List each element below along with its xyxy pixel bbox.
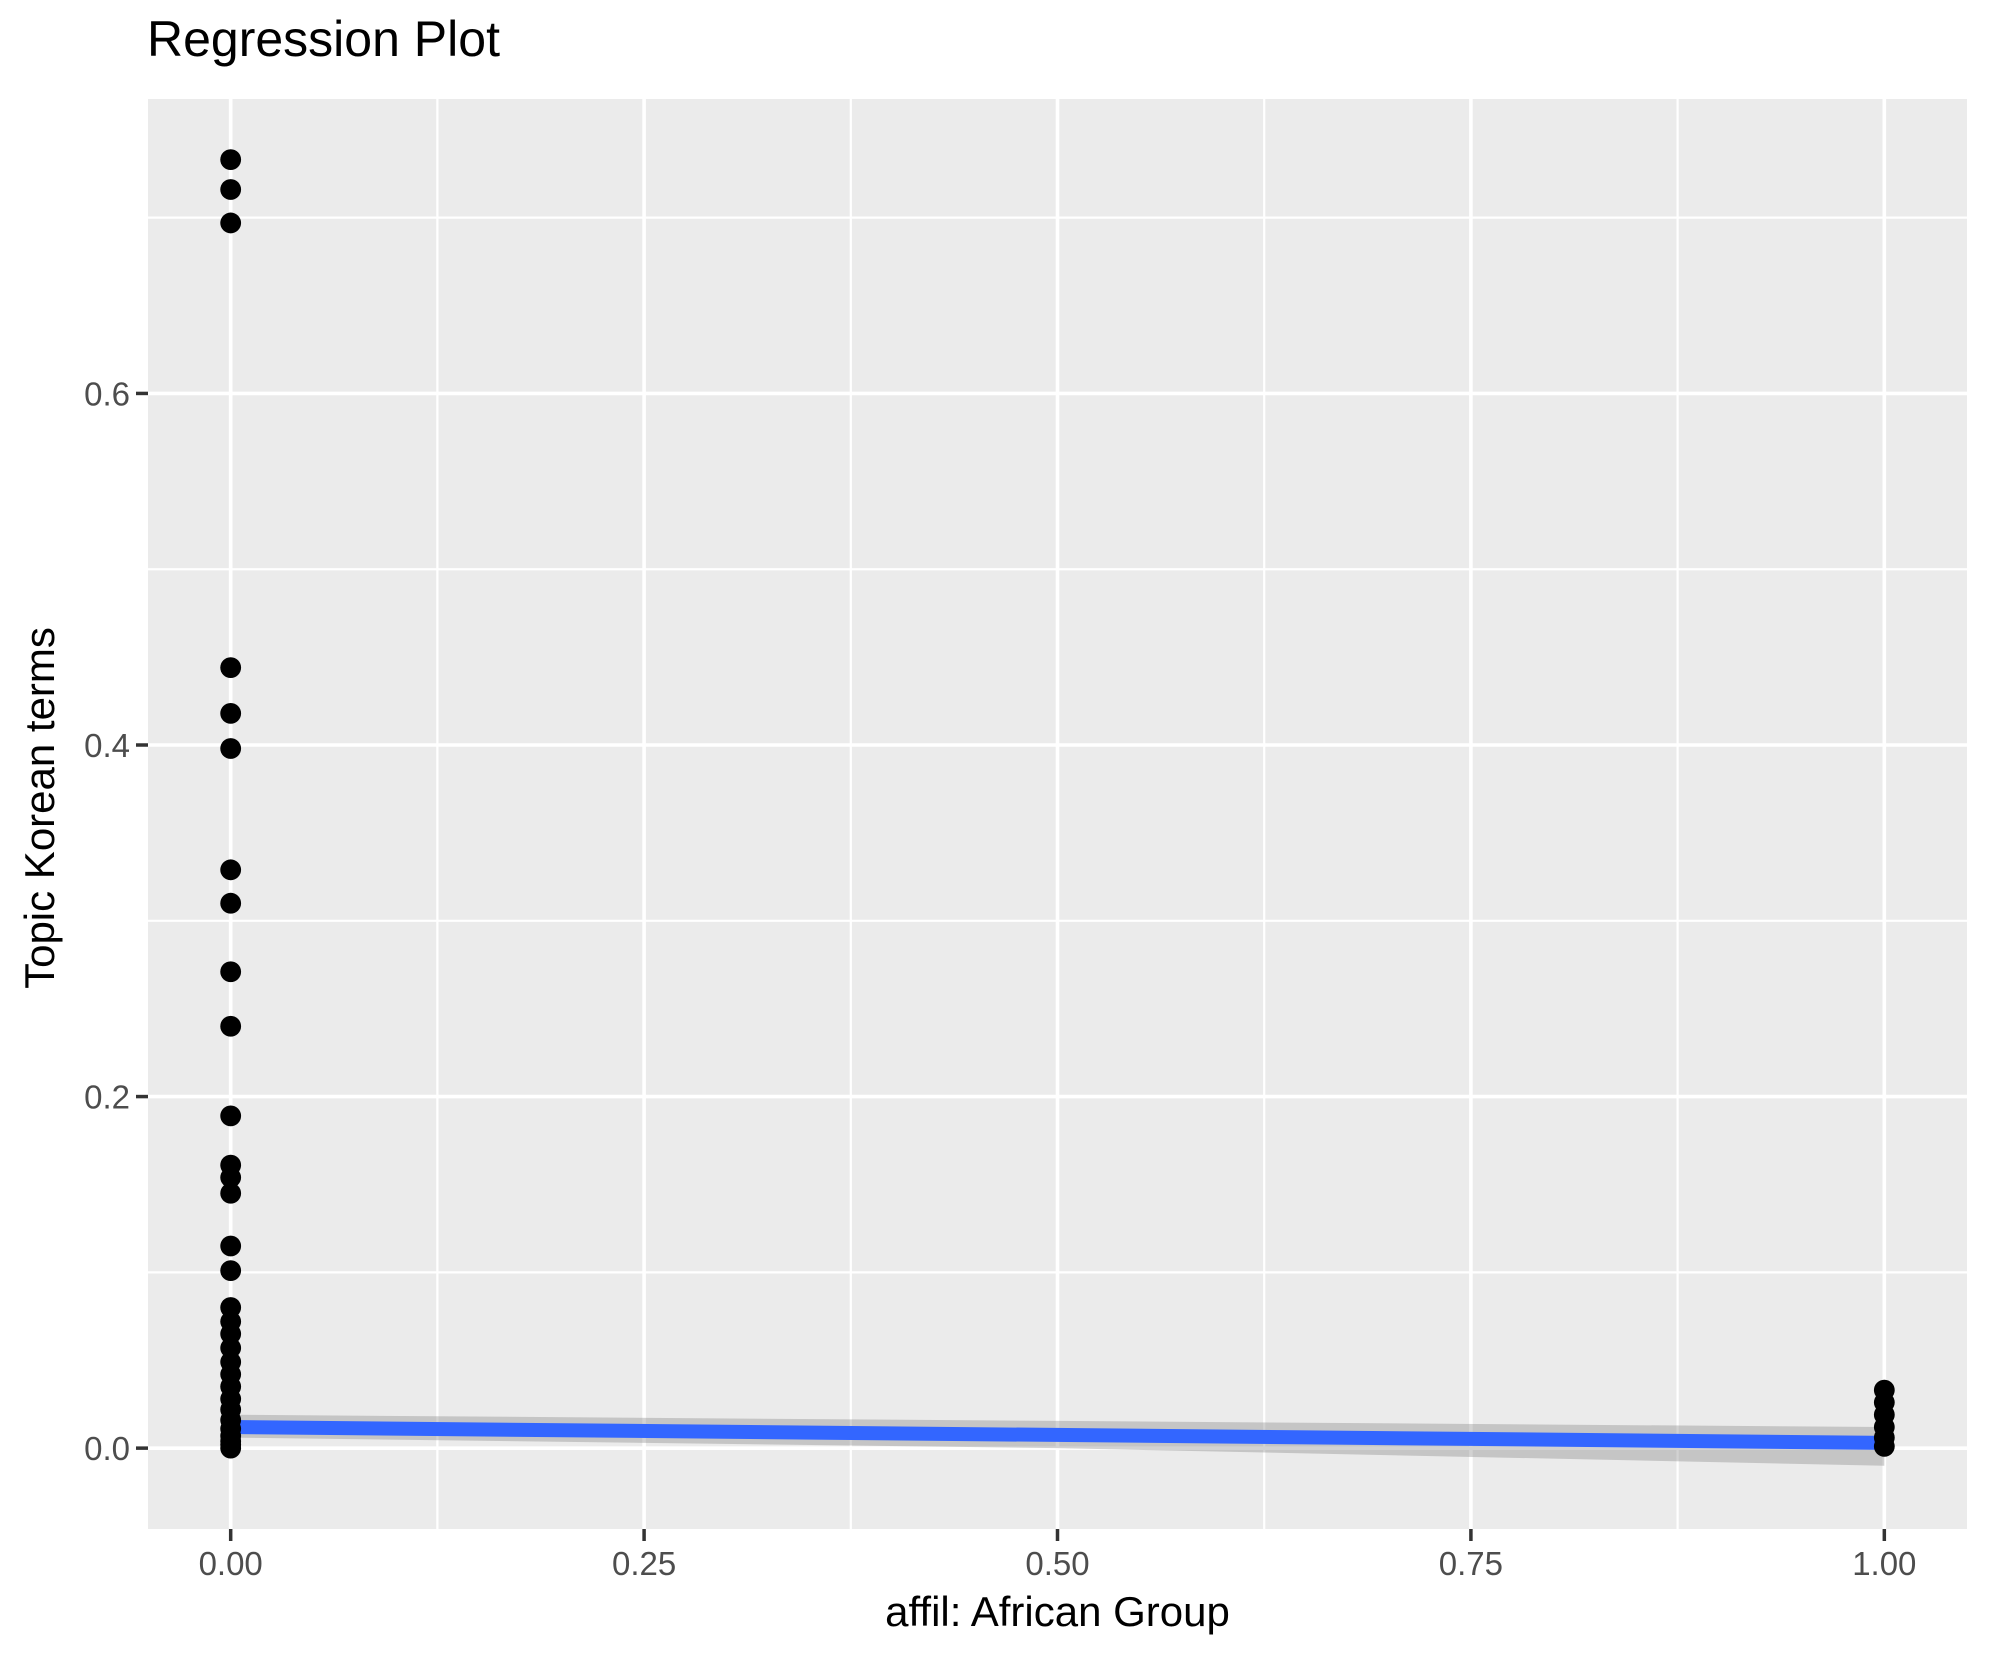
x-tick-label: 1.00 — [1852, 1545, 1916, 1582]
data-point — [220, 1105, 242, 1127]
data-point — [220, 212, 242, 234]
data-point — [220, 702, 242, 724]
data-point — [220, 859, 242, 881]
data-point — [220, 149, 242, 171]
x-tick-label: 0.00 — [199, 1545, 263, 1582]
y-tick-label: 0.2 — [84, 1079, 130, 1116]
data-point — [220, 961, 242, 983]
data-point — [220, 1182, 242, 1204]
regression-line — [230, 1420, 1885, 1450]
data-point — [220, 1235, 242, 1257]
plot-title: Regression Plot — [147, 11, 500, 67]
data-point — [220, 657, 242, 679]
data-point — [220, 1437, 242, 1459]
data-point — [1873, 1435, 1895, 1457]
x-tick-label: 0.75 — [1439, 1545, 1503, 1582]
data-point — [220, 892, 242, 914]
y-tick-label: 0.6 — [84, 375, 130, 412]
data-point — [220, 1260, 242, 1281]
x-tick-label: 0.50 — [1025, 1545, 1089, 1582]
data-point — [220, 1015, 242, 1037]
x-axis-title: affil: African Group — [885, 1588, 1230, 1635]
y-axis-title: Topic Korean terms — [16, 627, 63, 989]
data-point — [220, 738, 242, 759]
y-tick-label: 0.0 — [84, 1430, 130, 1467]
data-point — [220, 179, 242, 200]
x-tick-label: 0.25 — [612, 1545, 676, 1582]
y-tick-label: 0.4 — [84, 727, 130, 764]
data-point — [220, 1167, 242, 1188]
